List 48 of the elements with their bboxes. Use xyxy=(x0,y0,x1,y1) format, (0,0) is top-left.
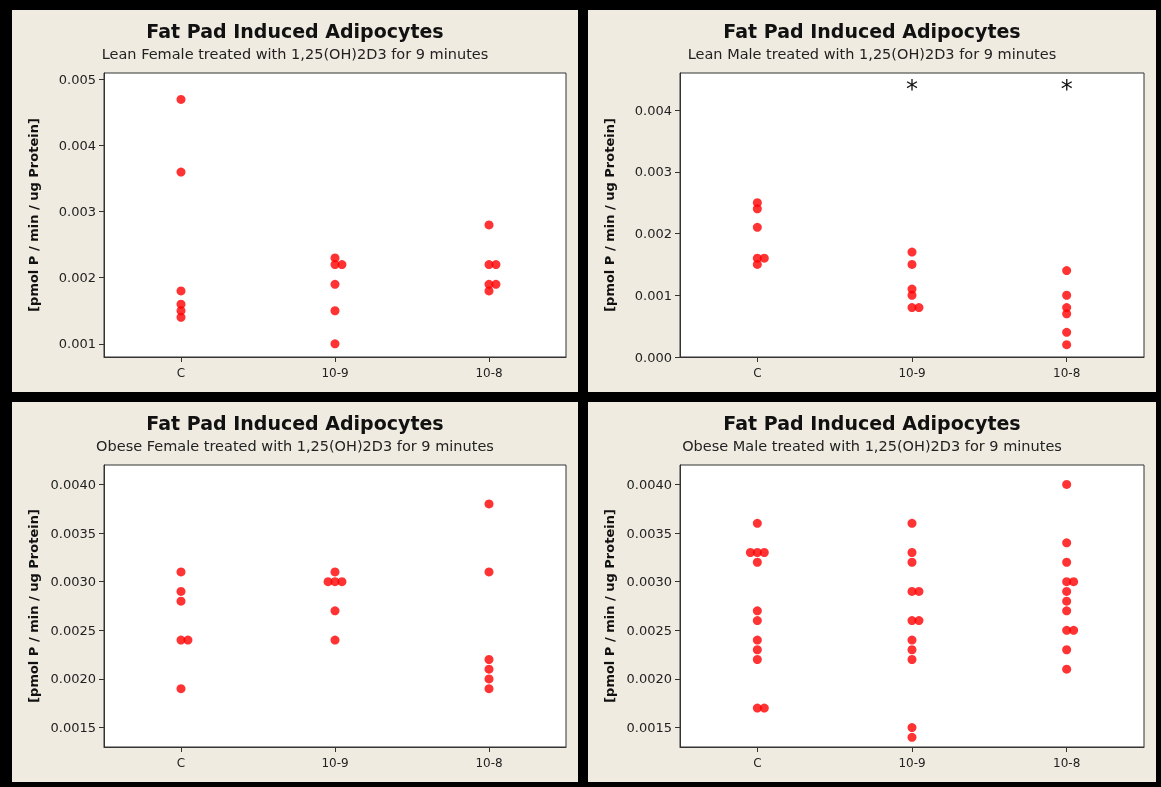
y-axis-title: [pmol P / min / ug Protein] xyxy=(602,118,617,312)
y-axis-title: [pmol P / min / ug Protein] xyxy=(25,509,41,703)
y-axis-title: [pmol P / min / ug Protein] xyxy=(601,509,617,703)
y-tick-label: 0.002 xyxy=(634,226,672,242)
y-tick-label: 0.0030 xyxy=(50,574,96,590)
y-tick-label: 0.0030 xyxy=(626,574,672,590)
x-tick-label: 10-8 xyxy=(475,366,503,380)
y-tick-label: 0.0040 xyxy=(50,476,96,492)
y-tick-label: 0.003 xyxy=(634,164,672,180)
y-tick-label: 0.001 xyxy=(634,287,672,303)
x-tick-label: 10-9 xyxy=(321,366,349,380)
chart-subtitle: Obese Male treated with 1,25(OH)2D3 for 9 minutes xyxy=(682,437,1062,454)
chart-subtitle: Lean Female treated with 1,25(OH)2D3 for 9 minutes xyxy=(101,45,489,62)
y-tick-label: 0.0025 xyxy=(50,622,96,638)
chart-subtitle: Lean Male treated with 1,25(OH)2D3 for 9 minutes xyxy=(687,45,1057,62)
y-tick-label: 0.0020 xyxy=(626,671,672,687)
y-tick-label: 0.003 xyxy=(58,204,96,220)
y-tick-label: 0.0040 xyxy=(626,476,672,492)
y-tick-label: 0.0035 xyxy=(626,525,672,541)
y-tick-label: 0.0025 xyxy=(626,622,672,638)
y-tick-label: 0.0015 xyxy=(626,720,672,736)
y-tick-label: 0.0015 xyxy=(50,720,96,736)
x-tick-label: 10-8 xyxy=(475,756,503,770)
annotation: * xyxy=(906,75,918,103)
x-tick-label: 10-9 xyxy=(321,756,349,770)
x-tick-label: 10-9 xyxy=(898,366,926,380)
y-tick-label: 0.004 xyxy=(634,102,672,118)
chart-title: Fat Pad Induced Adipocytes xyxy=(146,19,444,42)
annotation: * xyxy=(1060,75,1073,103)
x-tick-label: C xyxy=(176,366,186,380)
chart-title: Fat Pad Induced Adipocytes xyxy=(723,411,1021,434)
x-tick-label: 10-9 xyxy=(898,756,926,770)
x-tick-label: C xyxy=(176,756,186,770)
x-tick-label: C xyxy=(753,366,762,380)
x-tick-label: 10-8 xyxy=(1053,756,1081,770)
y-tick-label: 0.000 xyxy=(634,349,672,365)
y-tick-label: 0.0035 xyxy=(50,525,96,541)
y-tick-label: 0.005 xyxy=(58,72,96,88)
chart-title: Fat Pad Induced Adipocytes xyxy=(723,19,1021,42)
x-tick-label: C xyxy=(753,756,762,770)
y-axis-title: [pmol P / min / ug Protein] xyxy=(26,118,41,312)
y-tick-label: 0.001 xyxy=(58,336,96,352)
y-tick-label: 0.002 xyxy=(58,270,96,286)
chart-subtitle: Obese Female treated with 1,25(OH)2D3 for 9 minutes xyxy=(96,437,494,454)
chart-title: Fat Pad Induced Adipocytes xyxy=(146,411,444,434)
y-tick-label: 0.0020 xyxy=(50,671,96,687)
x-tick-label: 10-8 xyxy=(1053,366,1081,380)
y-tick-label: 0.004 xyxy=(58,138,96,154)
